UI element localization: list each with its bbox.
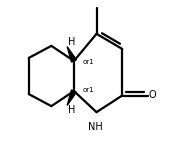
Text: H: H xyxy=(68,105,75,115)
Text: O: O xyxy=(148,90,156,100)
Text: NH: NH xyxy=(88,122,103,132)
Text: H: H xyxy=(68,37,75,47)
Polygon shape xyxy=(67,90,76,105)
Text: or1: or1 xyxy=(82,87,94,93)
Text: or1: or1 xyxy=(82,59,94,65)
Polygon shape xyxy=(67,47,76,62)
